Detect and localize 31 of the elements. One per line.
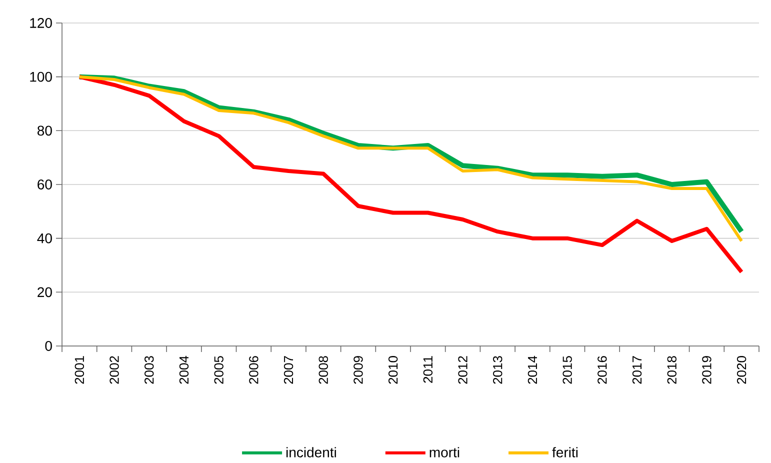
x-tick-label: 2004 <box>179 356 189 384</box>
x-tick-label: 2009 <box>354 356 363 384</box>
x-tick-label: 2011 <box>423 356 433 383</box>
x-tick-label: 2002 <box>110 356 119 384</box>
x-tick-label: 2010 <box>388 356 398 384</box>
x-tick-label: 2014 <box>528 356 538 384</box>
x-tick-label: 2003 <box>144 356 154 384</box>
legend-label: morti <box>430 447 460 458</box>
x-tick-label: 2001 <box>74 356 84 384</box>
x-tick-label: 2017 <box>632 356 642 384</box>
x-tick-label: 2007 <box>284 356 294 384</box>
y-tick-label: 0 <box>45 341 52 351</box>
y-tick-label: 60 <box>38 180 52 190</box>
legend-label: feriti <box>552 447 578 458</box>
x-tick-label: 2012 <box>458 356 468 384</box>
y-tick-label: 20 <box>38 287 52 298</box>
x-tick-label: 2019 <box>702 356 712 384</box>
y-tick-label: 120 <box>30 18 52 28</box>
x-tick-label: 2005 <box>214 356 224 384</box>
y-tick-label: 40 <box>37 233 52 244</box>
line-series <box>77 74 744 274</box>
x-tick-label: 2006 <box>249 356 258 384</box>
x-tick-label: 2015 <box>562 356 572 384</box>
x-tick-label: 2016 <box>598 356 607 384</box>
y-tick-label: 100 <box>30 72 52 82</box>
x-tick-label: 2020 <box>736 356 746 384</box>
x-tick-label: 2008 <box>318 356 328 384</box>
legend-label: incidenti <box>286 447 336 458</box>
x-tick-label: 2018 <box>667 356 676 384</box>
x-tick-label: 2013 <box>493 356 502 384</box>
y-tick-label: 80 <box>38 126 52 136</box>
